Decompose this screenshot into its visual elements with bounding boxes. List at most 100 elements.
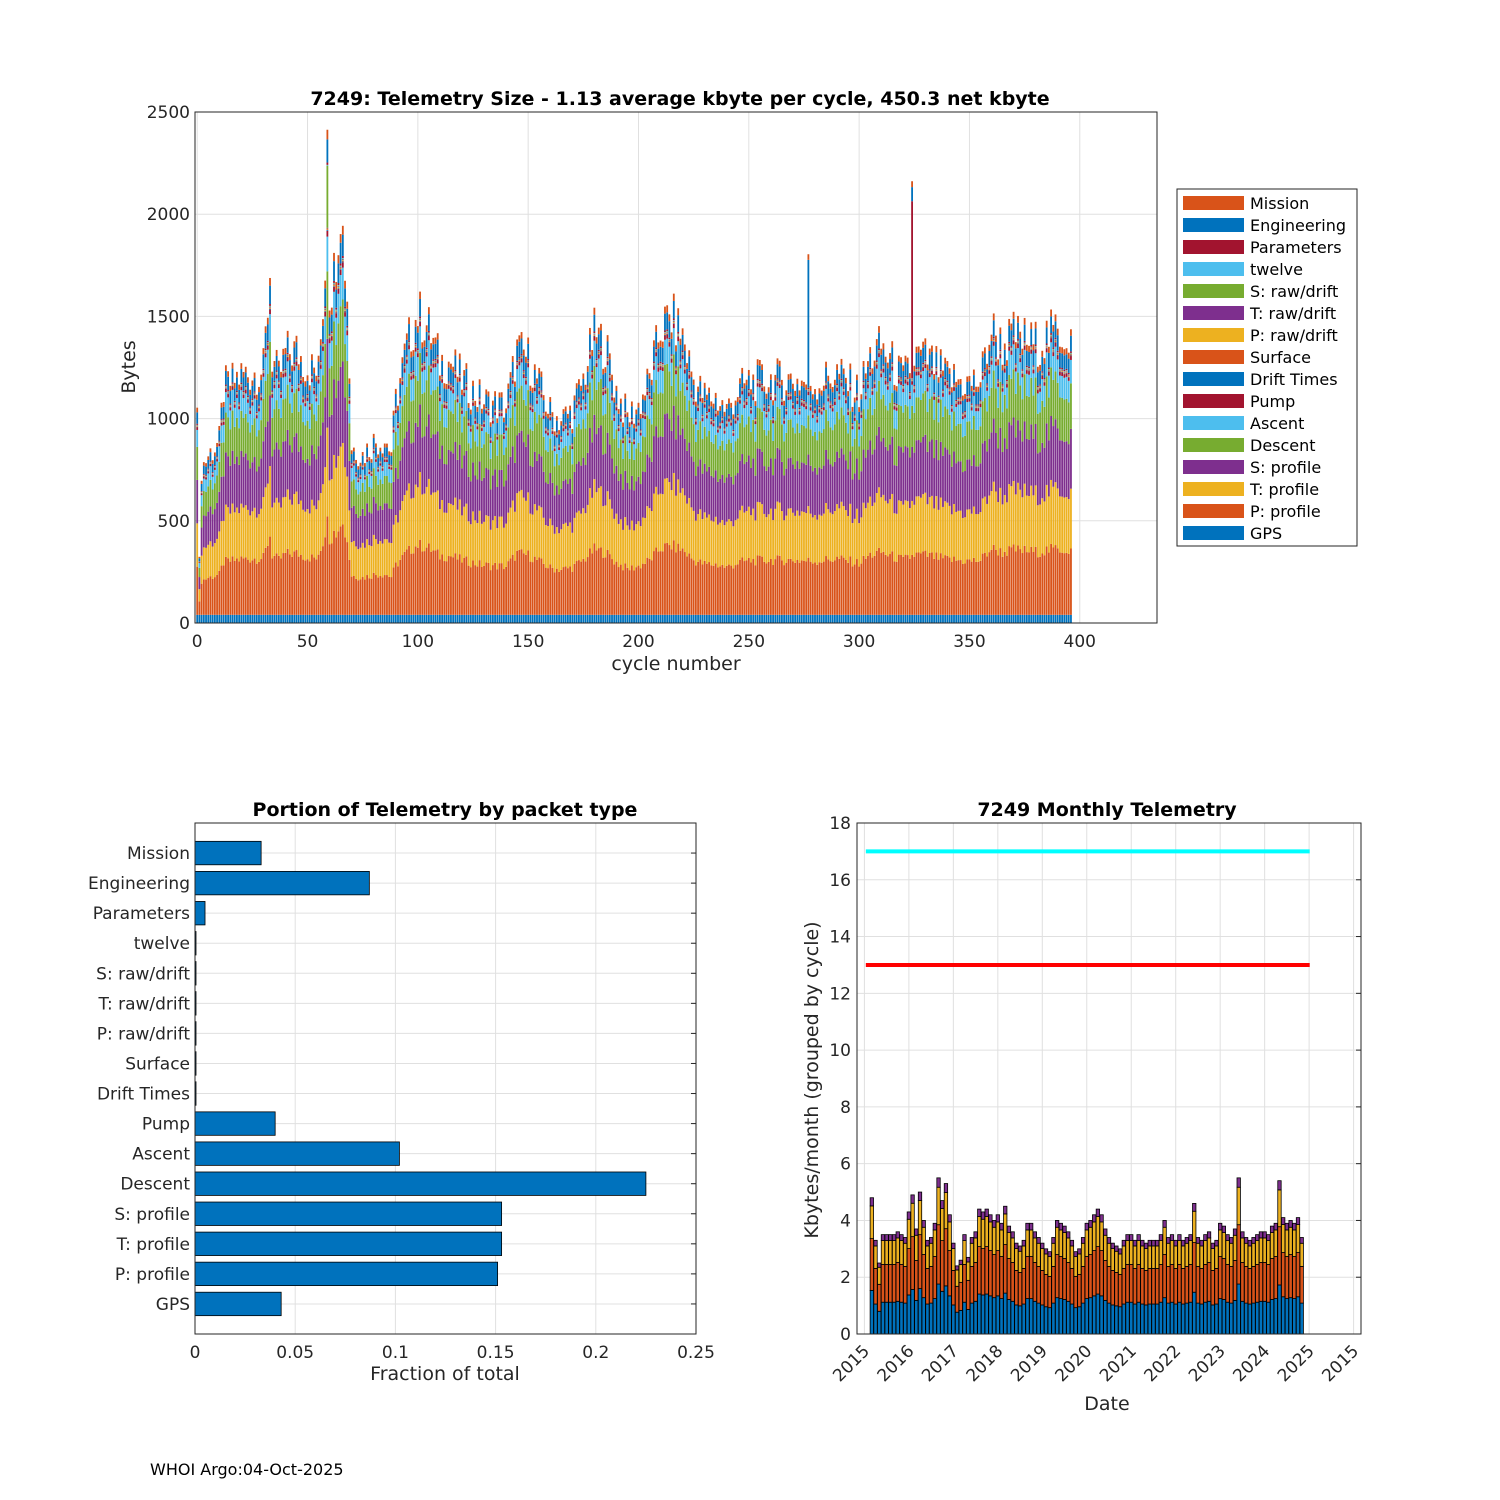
top-bar-156-gps [540,614,543,623]
top-bar-217-gps [675,614,677,623]
top-bar-107-twelve [432,360,435,362]
top-bar-165-t-profile [560,529,563,570]
top-bar-171-t-profile [573,517,576,564]
top-bar-60-mission [328,310,331,318]
top-bar-45-pump [295,361,298,366]
top-bar-79-engineering [370,462,373,472]
top-bar-44-descent [293,393,296,437]
top-bar-87-s-profile [388,508,391,543]
top-bar-111-pump [441,379,444,383]
top-bar-62-gps [333,614,335,623]
top-bar-196-parameters [628,437,631,439]
top-bar-271-descent [794,433,797,469]
top-bar-2-mission [200,480,203,484]
top-bar-175-gps [582,614,585,623]
top-bar-141-pump [507,405,510,409]
top-bar-23-mission [247,377,249,383]
top-bar-86-t-profile [386,539,388,576]
top-bar-45-descent [295,388,298,434]
top-bar-123-s-profile [467,476,470,522]
top-bar-93-gps [401,614,404,623]
top-bar-157-pump [542,415,545,419]
top-bar-30-ascent [262,376,265,399]
top-bar-267-t-profile [785,515,788,563]
top-bar-240-ascent [725,426,728,444]
top-bar-47-engineering [300,361,302,377]
top-bar-154-s-profile [536,460,538,511]
top-bar-214-t-profile [668,482,671,546]
top-bar-218-s-profile [677,415,680,480]
top-bar-197-parameters [630,417,633,420]
top-bar-59-s-raw-drift [326,165,329,228]
top-bar-64-drift-times [337,288,340,289]
top-bar-201-parameters [639,429,642,431]
top-bar-76-parameters [363,474,366,476]
top-bar-162-parameters [553,445,556,447]
top-bar-160-gps [549,614,552,623]
top-cycle-151 [529,385,532,623]
top-bar-126-s-profile [474,475,477,521]
top-bar-198-descent [633,459,635,491]
top-bar-170-pump [571,446,574,450]
top-bar-79-pump [370,473,373,476]
top-bar-128-parameters [478,397,481,399]
top-bar-96-gps [408,614,410,623]
top-bar-120-s-profile [461,468,463,516]
top-bar-15-parameters [229,403,232,405]
top-bar-235-gps [714,614,717,623]
top-bar-114-engineering [447,367,450,382]
top-bar-253-parameters [754,417,757,419]
top-bar-189-parameters [613,414,616,416]
top-bar-59-engineering [326,139,329,163]
top-bar-123-gps [467,614,470,623]
top-bar-46-s-profile [297,451,300,505]
top-cycle-30 [262,348,265,623]
top-bar-38-ascent [280,397,282,418]
top-bar-106-engineering [430,349,432,365]
top-bar-214-t-raw-drift [668,340,671,341]
top-bar-101-t-raw-drift [419,319,421,321]
top-bar-165-parameters [560,436,563,438]
top-cycle-117 [454,349,457,623]
top-bar-128-gps [478,614,481,623]
top-bar-241-t-profile [728,519,730,565]
top-bar-150-drift-times [527,363,530,364]
top-bar-240-pump [725,423,728,427]
top-bar-37-descent [277,408,280,450]
top-cycle-291 [838,373,841,623]
top-bar-166-pump [562,428,565,432]
top-bar-141-ascent [507,408,510,428]
top-bar-207-mission [653,340,655,347]
top-bar-33-ascent [269,314,271,342]
top-bar-102-descent [421,393,424,438]
top-bar-38-descent [280,417,282,457]
top-cycle-217 [675,345,677,623]
top-bar-285-s-profile [825,449,827,504]
top-bar-232-pump [708,408,711,413]
top-bar-99-pump [414,347,417,352]
top-bar-128-pump [478,401,481,405]
top-cycle-248 [743,383,746,623]
top-bar-224-engineering [690,377,693,391]
top-bar-265-parameters [781,398,783,400]
top-bar-72-parameters [355,471,357,473]
top-bar-159-s-profile [547,483,549,527]
top-cycle-35 [273,361,276,623]
top-cycle-116 [452,366,455,623]
top-bar-41-engineering [286,337,289,353]
top-cycle-155 [538,367,541,623]
top-bar-221-mission [683,344,686,351]
top-bar-145-gps [516,614,519,623]
top-bar-119-t-profile [458,499,461,555]
top-bar-179-ascent [591,378,594,401]
top-bar-253-s-profile [754,475,757,521]
top-bar-111-parameters [441,375,444,377]
top-cycle-4 [205,463,207,623]
top-bar-21-engineering [242,377,245,391]
top-bar-265-gps [781,614,783,623]
top-bar-0-p-profile [196,566,199,615]
top-bar-32-gps [266,614,269,623]
top-bar-83-engineering [379,451,382,461]
top-bar-290-engineering [836,369,838,384]
top-bar-199-t-profile [635,524,638,568]
